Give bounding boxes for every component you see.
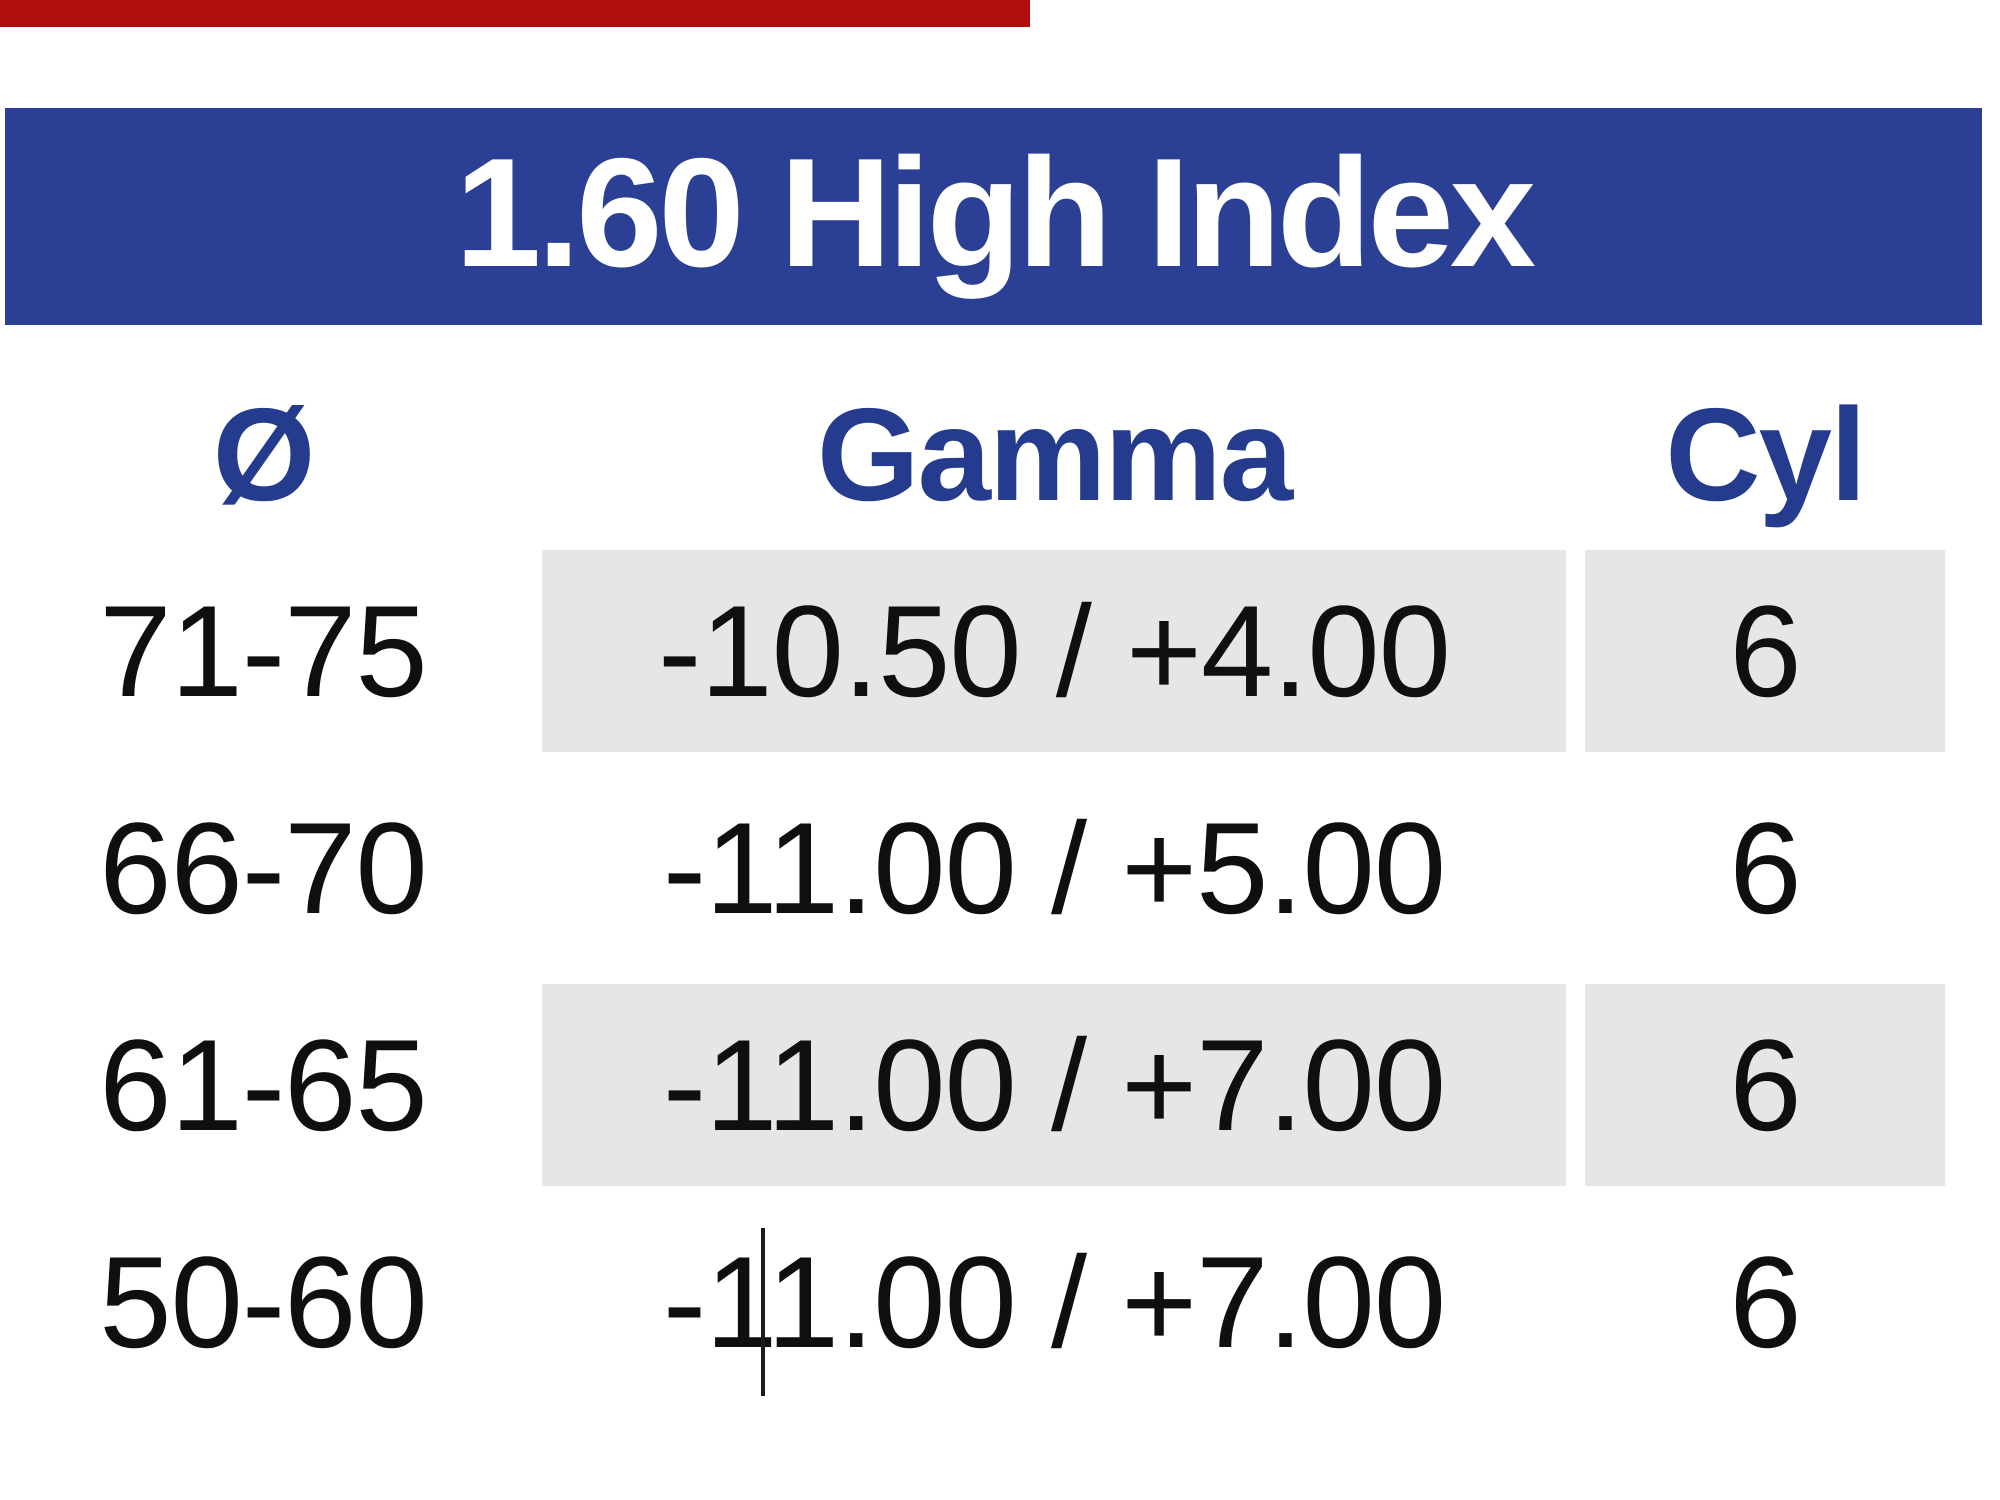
- cell-gamma: -11.00 / +7.00: [662, 1229, 1446, 1375]
- table-title-banner: 1.60 High Index: [5, 108, 1982, 325]
- top-red-bar: [0, 0, 1030, 27]
- cell-gamma: -11.00 / +5.00: [662, 795, 1446, 941]
- table-row: 61-65 -11.00 / +7.00 6: [0, 984, 2000, 1186]
- cell-diameter: 66-70: [99, 795, 428, 941]
- cell-diameter: 61-65: [99, 1012, 428, 1158]
- cell-cyl: 6: [1729, 795, 1801, 941]
- cell-gamma: -10.50 / +4.00: [542, 550, 1566, 752]
- cell-cyl: 6: [1729, 1229, 1801, 1375]
- column-header-cyl: Cyl: [1665, 381, 1866, 528]
- table-row: 71-75 -10.50 / +4.00 6: [0, 550, 2000, 752]
- text-cursor: [761, 1228, 765, 1396]
- cell-gamma: -11.00 / +7.00: [542, 984, 1566, 1186]
- cell-cyl: 6: [1585, 984, 1945, 1186]
- table-row: 66-70 -11.00 / +5.00 6: [0, 767, 2000, 969]
- cell-cyl: 6: [1585, 550, 1945, 752]
- table-row: 50-60 -11.00 / +7.00 6: [0, 1201, 2000, 1403]
- cell-diameter: 71-75: [99, 578, 428, 724]
- table-header-row: Ø Gamma Cyl: [0, 355, 2000, 555]
- column-header-gamma: Gamma: [816, 381, 1293, 528]
- column-header-diameter: Ø: [212, 381, 316, 528]
- cell-diameter: 50-60: [99, 1229, 428, 1375]
- table-title: 1.60 High Index: [455, 126, 1536, 299]
